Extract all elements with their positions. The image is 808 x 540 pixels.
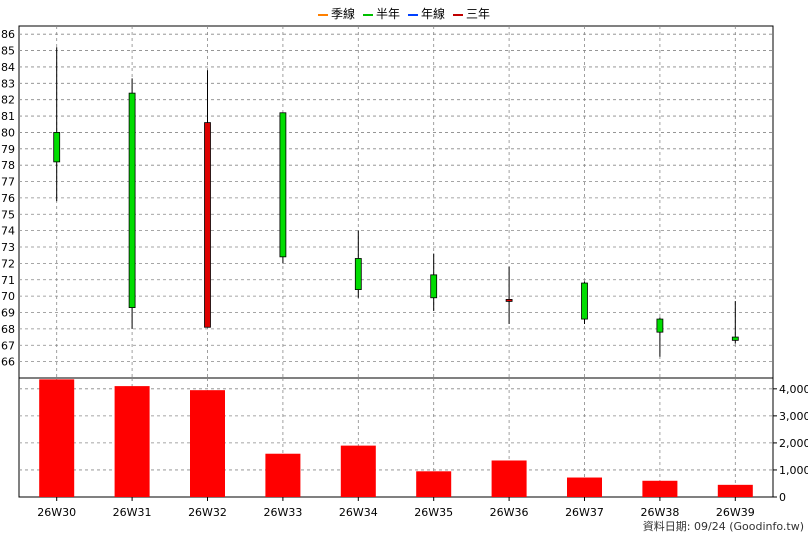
- x-tick-label: 26W39: [716, 506, 755, 519]
- price-tick-label: 70: [1, 290, 15, 303]
- price-tick-label: 85: [1, 45, 15, 58]
- volume-bar: [567, 477, 602, 497]
- legend-label: 半年: [375, 7, 400, 21]
- price-tick-label: 79: [1, 143, 15, 156]
- legend-swatch: [408, 13, 418, 16]
- x-tick-label: 26W35: [414, 506, 453, 519]
- legend-item: 三年: [453, 5, 490, 22]
- volume-bar: [642, 480, 678, 497]
- volume-bar: [491, 460, 527, 497]
- legend-label: 三年: [466, 7, 491, 21]
- price-tick-label: 71: [1, 274, 15, 287]
- candle-body: [430, 274, 438, 299]
- price-tick-label: 75: [1, 208, 15, 221]
- candle-body: [656, 318, 664, 333]
- candle-body: [279, 112, 287, 258]
- x-tick-label: 26W33: [263, 506, 302, 519]
- x-tick-label: 26W31: [113, 506, 152, 519]
- volume-tick-label: 4,000: [779, 383, 808, 396]
- chart-legend: 季線 半年 年線 三年: [0, 5, 808, 22]
- volume-tick-label: 2,000: [779, 437, 808, 450]
- price-tick-label: 73: [1, 241, 15, 254]
- price-tick-label: 86: [1, 28, 15, 41]
- price-tick-label: 69: [1, 307, 15, 320]
- volume-bar: [190, 390, 225, 497]
- price-tick-label: 67: [1, 339, 15, 352]
- legend-item: 年線: [408, 5, 445, 22]
- price-tick-label: 74: [1, 225, 15, 238]
- price-tick-label: 77: [1, 176, 15, 189]
- price-plot-area: [18, 25, 774, 379]
- price-tick-label: 82: [1, 94, 15, 107]
- volume-tick-label: 1,000: [779, 464, 808, 477]
- legend-label: 季線: [330, 7, 355, 21]
- x-tick-label: 26W38: [640, 506, 679, 519]
- legend-item: 季線: [317, 5, 355, 22]
- volume-tick-label: 3,000: [779, 410, 808, 423]
- candle-body: [53, 132, 61, 163]
- candle-body: [505, 299, 513, 302]
- price-tick-label: 81: [1, 110, 15, 123]
- candle-body: [731, 336, 739, 341]
- price-tick-label: 68: [1, 323, 15, 336]
- x-tick-label: 26W37: [565, 506, 604, 519]
- volume-bar: [114, 386, 150, 497]
- candle-body: [204, 122, 211, 328]
- legend-label: 年線: [421, 7, 446, 21]
- volume-bar: [340, 445, 376, 497]
- legend-swatch: [453, 13, 464, 16]
- legend-item: 半年: [362, 5, 400, 22]
- candle-body: [354, 258, 362, 290]
- volume-bar: [39, 379, 75, 497]
- price-tick-label: 78: [1, 159, 15, 172]
- legend-swatch: [362, 13, 373, 16]
- legend-swatch: [317, 13, 328, 16]
- x-tick-label: 26W32: [188, 506, 227, 519]
- price-tick-label: 72: [1, 257, 15, 270]
- volume-bar: [717, 484, 753, 497]
- price-tick-label: 83: [1, 77, 15, 90]
- x-tick-label: 26W30: [37, 506, 76, 519]
- price-tick-label: 80: [1, 126, 15, 139]
- price-tick-label: 66: [1, 356, 15, 369]
- candle-body: [581, 282, 588, 320]
- volume-tick-label: 0: [779, 491, 786, 504]
- x-tick-label: 26W34: [339, 506, 378, 519]
- volume-bar: [416, 471, 452, 497]
- data-date-footer: 資料日期: 09/24 (Goodinfo.tw): [642, 520, 804, 533]
- price-tick-label: 76: [1, 192, 15, 205]
- price-tick-label: 84: [1, 61, 15, 74]
- candle-body: [128, 92, 136, 308]
- volume-bar: [265, 453, 301, 497]
- x-tick-label: 26W36: [490, 506, 529, 519]
